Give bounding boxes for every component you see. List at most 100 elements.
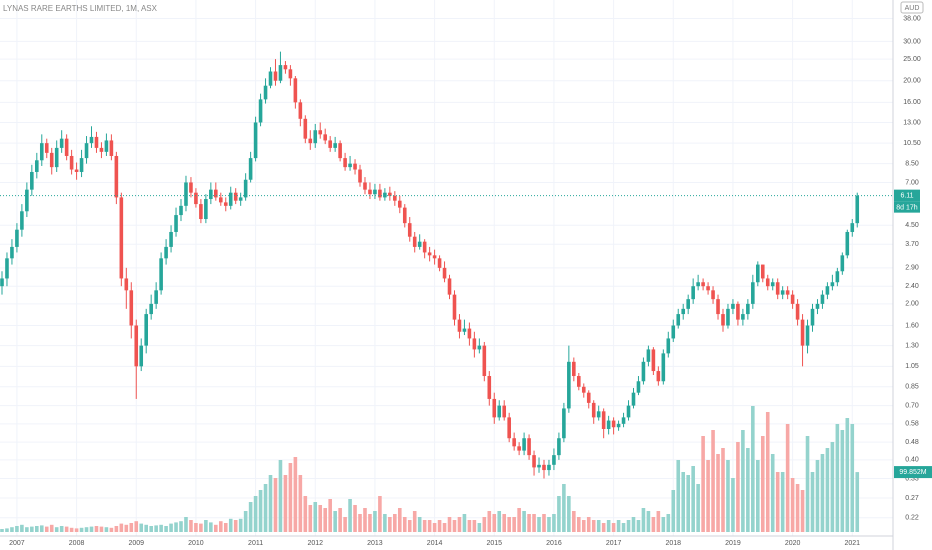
volume-bar bbox=[238, 518, 243, 532]
volume-bar bbox=[218, 521, 223, 532]
volume-bar bbox=[348, 499, 352, 532]
volume-bar bbox=[581, 520, 586, 532]
candle-body bbox=[228, 192, 233, 206]
y-tick-label: 0.22 bbox=[905, 515, 919, 522]
y-tick-label: 2.40 bbox=[905, 283, 919, 290]
candle-body bbox=[64, 138, 69, 156]
y-tick-label: 1.05 bbox=[905, 363, 919, 370]
candle-body bbox=[432, 255, 437, 259]
y-tick-label: 25.00 bbox=[903, 56, 921, 63]
volume-bar bbox=[228, 518, 233, 532]
candle-body bbox=[293, 78, 298, 103]
volume-bar bbox=[760, 436, 765, 532]
candle-body bbox=[691, 286, 695, 300]
volume-bar bbox=[363, 508, 367, 532]
volume-bar bbox=[20, 524, 24, 532]
candle-body bbox=[576, 376, 581, 387]
y-tick-label: 20.00 bbox=[903, 78, 921, 85]
candle-body bbox=[785, 290, 790, 295]
candle-body bbox=[681, 308, 686, 315]
volume-bar bbox=[447, 517, 452, 532]
candle-body bbox=[522, 438, 526, 451]
candle-body bbox=[328, 140, 332, 148]
volume-bar bbox=[25, 527, 29, 532]
volume-bar bbox=[706, 460, 710, 532]
candle-body bbox=[671, 325, 676, 339]
volume-bar bbox=[472, 520, 477, 532]
candle-body bbox=[74, 169, 79, 172]
candle-body bbox=[542, 464, 546, 471]
volume-bar bbox=[532, 514, 536, 532]
volume-bar bbox=[39, 525, 44, 532]
y-tick-label: 1.60 bbox=[905, 322, 919, 329]
volume-bar bbox=[810, 472, 815, 532]
y-tick-label: 7.00 bbox=[905, 179, 919, 186]
candle-body bbox=[611, 420, 616, 428]
candle-body bbox=[149, 303, 153, 315]
candle-body bbox=[815, 303, 820, 309]
volume-bar bbox=[129, 523, 134, 532]
candle-body bbox=[238, 197, 243, 201]
candle-body bbox=[462, 328, 467, 332]
chart-title: LYNAS RARE EARTHS LIMITED, 1M, ASX bbox=[3, 4, 158, 13]
candle-body bbox=[84, 143, 89, 159]
volume-bar bbox=[263, 484, 268, 532]
volume-bar bbox=[497, 511, 502, 532]
volume-bar bbox=[10, 527, 14, 532]
volume-bar bbox=[442, 523, 447, 532]
volume-bar bbox=[785, 424, 790, 532]
x-tick-label: 2015 bbox=[486, 540, 502, 547]
candle-body bbox=[363, 182, 367, 190]
volume-bar bbox=[149, 526, 153, 532]
candle-body bbox=[751, 282, 755, 304]
volume-bar bbox=[313, 502, 318, 532]
volume-bar bbox=[840, 430, 845, 532]
candle-body bbox=[552, 455, 556, 465]
candle-layer bbox=[0, 51, 860, 479]
candle-body bbox=[517, 446, 521, 451]
volume-bar bbox=[79, 527, 84, 532]
candle-body bbox=[397, 200, 402, 208]
volume-bar bbox=[49, 524, 54, 532]
volume-bar bbox=[656, 511, 661, 532]
volume-bar bbox=[601, 523, 606, 532]
candle-body bbox=[30, 171, 34, 190]
volume-bar bbox=[547, 517, 551, 532]
candle-body bbox=[447, 278, 452, 295]
volume-bar bbox=[64, 526, 69, 532]
volume-bar bbox=[691, 466, 695, 532]
candle-body bbox=[780, 290, 785, 295]
candle-body bbox=[109, 140, 114, 156]
candle-body bbox=[343, 158, 347, 168]
last-volume-label: 99.852M bbox=[899, 469, 926, 476]
volume-bar bbox=[830, 442, 835, 532]
x-tick-label: 2008 bbox=[69, 540, 85, 547]
volume-bar bbox=[800, 490, 805, 532]
volume-bar bbox=[502, 514, 507, 532]
candle-body bbox=[378, 189, 382, 198]
x-tick-label: 2017 bbox=[606, 540, 622, 547]
y-tick-label: 2.00 bbox=[905, 301, 919, 308]
candle-body bbox=[44, 143, 49, 153]
volume-bar bbox=[522, 511, 526, 532]
volume-bar bbox=[736, 442, 740, 532]
candle-body bbox=[338, 143, 342, 159]
volume-bar bbox=[164, 526, 168, 532]
candle-body bbox=[775, 282, 780, 295]
candle-body bbox=[537, 464, 541, 468]
candle-body bbox=[492, 398, 497, 418]
volume-bar bbox=[35, 526, 39, 532]
axis-layer: 38.00 30.00 25.00 20.00 16.00 13.00 10.50 8.50 7… bbox=[0, 15, 932, 547]
volume-bar bbox=[288, 463, 293, 532]
candle-body bbox=[174, 215, 178, 232]
volume-bar bbox=[795, 484, 800, 532]
volume-bar bbox=[815, 460, 820, 532]
last-price-label: 6.11 bbox=[900, 192, 913, 199]
volume-bar bbox=[358, 514, 362, 532]
volume-bar bbox=[397, 508, 402, 532]
candle-body bbox=[572, 361, 576, 377]
volume-bar bbox=[666, 514, 671, 532]
candle-body bbox=[427, 252, 432, 256]
volume-bar bbox=[621, 523, 626, 532]
candle-body bbox=[333, 143, 337, 148]
